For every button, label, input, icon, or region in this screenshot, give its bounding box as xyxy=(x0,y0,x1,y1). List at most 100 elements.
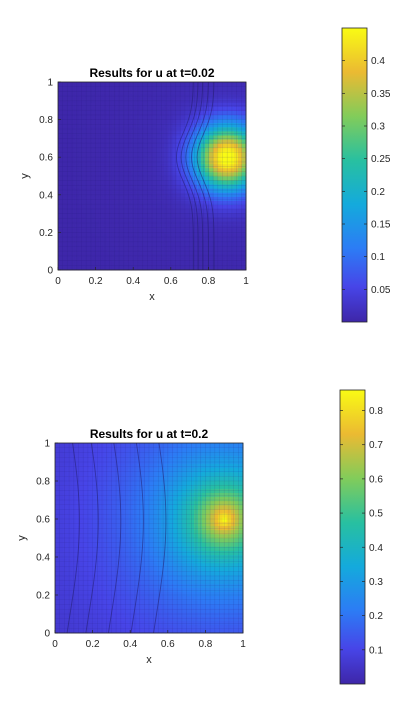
y-tick-label: 0.8 xyxy=(39,115,53,126)
heatmap-cell xyxy=(168,82,173,87)
heatmap-cell xyxy=(62,98,67,103)
heatmap-cell xyxy=(169,608,174,613)
heatmap-cell xyxy=(156,204,161,210)
heatmap-cell xyxy=(63,554,68,560)
heatmap-cell xyxy=(181,628,187,634)
heatmap-cell xyxy=(218,471,223,477)
heatmap-cell xyxy=(87,538,93,543)
heatmap-cell xyxy=(59,488,64,493)
heatmap-cell xyxy=(169,476,174,481)
heatmap-cell xyxy=(123,114,128,120)
heatmap-cell xyxy=(176,265,182,271)
heatmap-cell xyxy=(165,509,170,514)
heatmap-cell xyxy=(188,110,194,116)
heatmap-cell xyxy=(168,225,173,230)
heatmap-cell xyxy=(128,455,134,460)
heatmap-cell xyxy=(217,233,222,238)
heatmap-cell xyxy=(75,591,80,597)
colorbar-tick-label: 0.2 xyxy=(371,187,385,198)
heatmap-cell xyxy=(177,538,183,543)
heatmap-cell xyxy=(222,542,228,547)
heatmap-cell xyxy=(67,480,72,485)
heatmap-cell xyxy=(241,110,247,116)
heatmap-cell xyxy=(59,542,64,547)
heatmap-cell xyxy=(157,558,162,564)
heatmap-cell xyxy=(237,163,243,169)
heatmap-cell xyxy=(70,237,75,242)
heatmap-cell xyxy=(185,579,191,584)
heatmap-cell xyxy=(139,220,145,226)
heatmap-cell xyxy=(112,620,117,626)
heatmap-cell xyxy=(196,163,202,169)
heatmap-cell xyxy=(78,102,83,107)
heatmap-cell xyxy=(152,241,157,246)
heatmap-cell xyxy=(94,90,100,95)
heatmap-cell xyxy=(173,542,179,547)
heatmap-cell xyxy=(98,90,104,95)
heatmap-cell xyxy=(229,212,235,218)
heatmap-cell xyxy=(206,476,211,481)
heatmap-cell xyxy=(127,208,132,214)
heatmap-cell xyxy=(176,237,182,242)
colorbar-tick-label: 0.6 xyxy=(369,474,383,485)
heatmap-cell xyxy=(62,188,67,193)
heatmap-cell xyxy=(160,163,165,169)
heatmap-cell xyxy=(102,184,108,189)
heatmap-cell xyxy=(213,139,218,144)
heatmap-cell xyxy=(201,151,206,156)
heatmap-cell xyxy=(108,583,113,588)
heatmap-cell xyxy=(128,562,134,568)
heatmap-cell xyxy=(214,554,219,560)
heatmap-cell xyxy=(55,542,60,547)
heatmap-cell xyxy=(165,471,170,477)
heatmap-cell xyxy=(206,509,211,514)
heatmap-cell xyxy=(206,496,211,502)
heatmap-cell xyxy=(202,480,207,485)
heatmap-cell xyxy=(58,212,63,218)
heatmap-cell xyxy=(135,180,141,185)
heatmap-cell xyxy=(59,587,64,593)
heatmap-cell xyxy=(181,467,187,473)
heatmap-cell xyxy=(180,126,186,132)
heatmap-cell xyxy=(144,471,150,477)
heatmap-cell xyxy=(157,492,162,498)
heatmap-cell xyxy=(75,455,80,460)
heatmap-cell xyxy=(161,612,166,617)
heatmap-cell xyxy=(188,229,194,234)
heatmap-cell xyxy=(192,229,198,234)
heatmap-cell xyxy=(120,628,125,634)
heatmap-cell xyxy=(74,90,79,95)
heatmap-cell xyxy=(116,583,121,588)
heatmap-cell xyxy=(189,575,195,580)
heatmap-cell xyxy=(59,500,64,506)
heatmap-cell xyxy=(132,616,138,622)
heatmap-cell xyxy=(173,476,179,481)
heatmap-cell xyxy=(123,171,128,177)
heatmap-cell xyxy=(225,241,231,246)
heatmap-cell xyxy=(82,126,88,132)
heatmap-cell xyxy=(107,139,112,144)
heatmap-cell xyxy=(193,488,199,493)
heatmap-cell xyxy=(188,159,194,165)
heatmap-cell xyxy=(143,212,149,218)
heatmap-cell xyxy=(147,200,153,206)
heatmap-cell xyxy=(111,110,116,116)
heatmap-cell xyxy=(181,451,187,456)
heatmap-cell xyxy=(70,98,75,103)
heatmap-cell xyxy=(74,257,79,263)
heatmap-cell xyxy=(237,155,243,161)
heatmap-cell xyxy=(128,509,134,514)
heatmap-cell xyxy=(188,163,194,169)
heatmap-cell xyxy=(184,212,190,218)
heatmap-cell xyxy=(218,562,223,568)
heatmap-cell xyxy=(149,488,154,493)
heatmap-cell xyxy=(237,233,243,238)
heatmap-cell xyxy=(233,249,239,255)
heatmap-cell xyxy=(172,188,177,193)
heatmap-cell xyxy=(116,525,121,531)
heatmap-cell xyxy=(127,102,132,107)
heatmap-cell xyxy=(241,171,247,177)
heatmap-cell xyxy=(153,525,158,531)
heatmap-cell xyxy=(63,463,68,469)
heatmap-cell xyxy=(156,106,161,112)
